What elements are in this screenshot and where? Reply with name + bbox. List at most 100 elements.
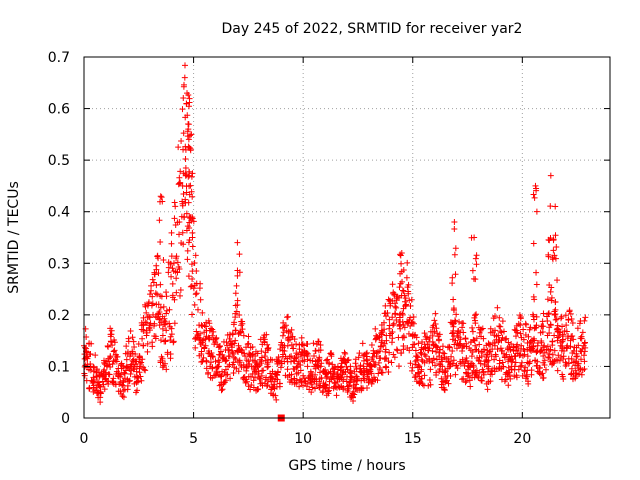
data-point: [85, 340, 92, 347]
peak-point: [554, 277, 561, 284]
data-point: [346, 379, 353, 386]
data-point: [109, 342, 116, 349]
data-point: [429, 338, 436, 345]
data-point: [260, 367, 267, 374]
data-point: [487, 371, 494, 378]
data-point: [179, 229, 186, 236]
data-point: [481, 361, 488, 368]
data-point: [339, 370, 346, 377]
data-point: [317, 382, 324, 389]
data-point: [389, 314, 396, 321]
data-point: [163, 310, 170, 317]
x-tick-label: 20: [513, 431, 531, 447]
data-point: [575, 342, 582, 349]
peak-point: [550, 236, 557, 243]
peak-point: [549, 256, 556, 263]
data-point: [569, 319, 576, 326]
data-point: [312, 371, 319, 378]
data-point: [551, 347, 558, 354]
data-point: [212, 372, 219, 379]
data-point: [166, 306, 173, 313]
data-point: [258, 348, 265, 355]
data-point: [240, 332, 247, 339]
data-point: [412, 361, 419, 368]
data-point: [249, 344, 256, 351]
data-point: [407, 303, 414, 310]
data-point: [421, 372, 428, 379]
data-point: [156, 308, 163, 315]
data-point: [308, 381, 315, 388]
data-point: [230, 321, 237, 328]
data-point: [476, 329, 483, 336]
data-point: [290, 357, 297, 364]
peak-point: [180, 190, 187, 197]
data-point: [254, 363, 261, 370]
data-point: [544, 296, 551, 303]
y-tick-label: 0.2: [48, 308, 70, 324]
peak-point: [234, 272, 241, 279]
data-point: [581, 317, 588, 324]
data-point: [90, 363, 97, 370]
data-point: [149, 300, 156, 307]
data-point: [139, 356, 146, 363]
data-point: [414, 354, 421, 361]
data-point: [405, 330, 412, 337]
data-point: [388, 339, 395, 346]
data-point: [194, 306, 201, 313]
data-point: [582, 314, 589, 321]
data-point: [540, 359, 547, 366]
data-point: [520, 336, 527, 343]
data-point: [497, 345, 504, 352]
data-point: [264, 341, 271, 348]
peak-point: [186, 219, 193, 226]
data-point: [175, 181, 182, 188]
peak-point: [232, 290, 239, 297]
data-point: [110, 375, 117, 382]
data-point: [450, 357, 457, 364]
data-point: [209, 365, 216, 372]
data-point: [434, 330, 441, 337]
data-point: [396, 284, 403, 291]
data-point: [442, 368, 449, 375]
data-point: [151, 271, 158, 278]
peak-point: [552, 255, 559, 262]
peak-point: [545, 253, 552, 260]
data-point: [417, 349, 424, 356]
data-point: [276, 380, 283, 387]
peak-point: [400, 321, 407, 328]
data-point: [543, 313, 550, 320]
data-point: [554, 337, 561, 344]
data-point: [213, 335, 220, 342]
data-point: [173, 253, 180, 260]
data-point: [221, 379, 228, 386]
data-point: [568, 316, 575, 323]
x-tick-label: 10: [294, 431, 312, 447]
data-point: [445, 380, 452, 387]
data-point: [97, 390, 104, 397]
data-point: [107, 354, 114, 361]
data-point: [274, 369, 281, 376]
data-point: [372, 376, 379, 383]
data-point: [553, 356, 560, 363]
data-point: [168, 325, 175, 332]
data-point: [414, 370, 421, 377]
peak-point: [552, 298, 559, 305]
data-point: [281, 347, 288, 354]
data-point: [487, 378, 494, 385]
data-point: [515, 366, 522, 373]
data-point: [258, 360, 265, 367]
data-point: [126, 377, 133, 384]
data-point: [177, 287, 184, 294]
peak-point: [473, 311, 480, 318]
data-point: [394, 293, 401, 300]
data-point: [389, 281, 396, 288]
data-point: [132, 351, 139, 358]
data-point: [227, 375, 234, 382]
data-point: [395, 363, 402, 370]
peak-point: [452, 245, 459, 252]
data-point: [207, 359, 214, 366]
data-point: [304, 353, 311, 360]
data-point: [322, 382, 329, 389]
data-point: [412, 358, 419, 365]
data-point: [408, 367, 415, 374]
